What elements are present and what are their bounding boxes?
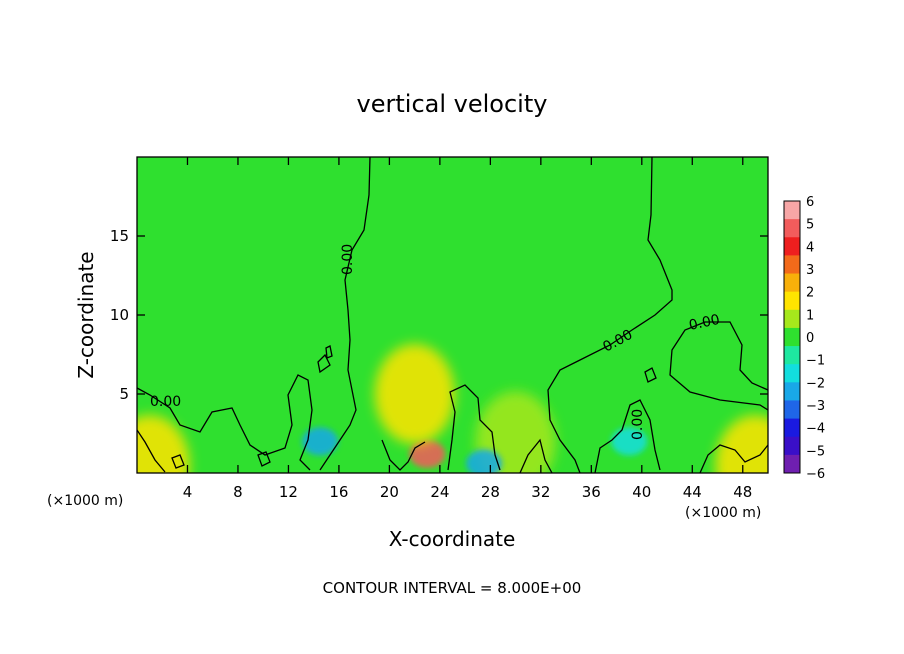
colorbar-tick-label: 0 [806, 331, 814, 346]
colorbar-segment [784, 382, 800, 401]
contour-label: 0.00 [150, 394, 181, 410]
contour-lines [137, 157, 768, 473]
colorbar-tick-label: 1 [806, 308, 814, 323]
colorbar-segment [784, 364, 800, 383]
x-tick-label: 8 [233, 483, 243, 501]
colorbar-segment [784, 201, 800, 220]
colorbar-segment [784, 436, 800, 456]
y-axis-ticks: 5 10 15 [110, 227, 768, 403]
colorbar-tick-label: 6 [806, 195, 814, 210]
colorbar-tick-label: −6 [806, 467, 825, 482]
y-tick-label: 15 [110, 227, 129, 245]
contour-line [547, 157, 673, 473]
colorbar: 6 5 4 3 2 1 0 −1 −2 −3 −4 −5 −6 [783, 195, 825, 482]
updraft-region [715, 415, 768, 473]
colorbar-segment [784, 418, 800, 438]
colorbar-segment [784, 273, 800, 293]
colorbar-tick-label: −1 [806, 354, 825, 369]
contour-line [319, 157, 371, 471]
colorbar-segment [784, 327, 800, 347]
velocity-field [137, 344, 768, 473]
contour-line [669, 321, 768, 411]
x-tick-label: 48 [733, 483, 752, 501]
updraft-region [374, 344, 455, 444]
z-unit-label: (×1000 m) [47, 493, 123, 509]
colorbar-tick-label: −4 [806, 422, 825, 437]
plot-background [137, 157, 768, 473]
x-tick-label: 44 [683, 483, 702, 501]
x-tick-label: 20 [380, 483, 399, 501]
contour-line [519, 438, 553, 473]
x-tick-label: 16 [329, 483, 348, 501]
x-tick-label: 36 [582, 483, 601, 501]
contour-line [381, 439, 426, 471]
downdraft-region [466, 449, 503, 473]
colorbar-segment [784, 219, 800, 238]
contour-line [317, 353, 331, 374]
x-axis-label: X-coordinate [389, 527, 516, 551]
x-unit-label: (×1000 m) [685, 505, 761, 521]
colorbar-tick-label: 3 [806, 263, 814, 278]
y-tick-label: 10 [110, 306, 129, 324]
x-tick-label: 4 [183, 483, 193, 501]
downdraft-region [301, 427, 338, 456]
colorbar-tick-label: −5 [806, 444, 825, 459]
contour-line [644, 367, 657, 383]
plot-area: 0.000.000.000.000.00 4 8 12 16 20 24 28 32 36 40 4… [110, 156, 769, 501]
colorbar-segment [784, 346, 800, 365]
contour-line [137, 429, 166, 473]
chart-title: vertical velocity [357, 90, 548, 118]
colorbar-tick-label: 5 [806, 218, 814, 233]
contour-line [325, 345, 333, 359]
colorbar-tick-label: 4 [806, 240, 814, 255]
contour-label: 0.00 [630, 409, 646, 440]
contour-line [171, 454, 185, 469]
colorbar-frame [783, 200, 801, 474]
contour-line [699, 444, 768, 473]
contour-line [447, 384, 501, 471]
contour-line [594, 399, 661, 473]
x-tick-label: 24 [430, 483, 449, 501]
colorbar-tick-label: −2 [806, 376, 825, 391]
colorbar-tick-label: −3 [806, 399, 825, 414]
colorbar-segment [784, 400, 800, 420]
contour-line [137, 374, 313, 471]
colorbar-tick-label: 2 [806, 286, 814, 301]
colorbar-segment [784, 255, 800, 275]
y-tick-label: 5 [119, 385, 129, 403]
colorbar-segment [784, 237, 800, 256]
colorbar-segment [784, 309, 800, 329]
x-tick-label: 40 [632, 483, 651, 501]
contour-interval-note: CONTOUR INTERVAL = 8.000E+00 [323, 579, 582, 597]
updraft-region [137, 415, 190, 473]
updraft-region [409, 440, 446, 469]
contour-line [257, 451, 271, 467]
updraft-region [475, 391, 556, 473]
x-tick-label: 12 [279, 483, 298, 501]
downdraft-region [611, 427, 648, 456]
contour-label: 0.00 [340, 244, 356, 275]
colorbar-segment [784, 454, 800, 474]
contour-label: 0.00 [688, 312, 722, 334]
x-tick-label: 32 [531, 483, 550, 501]
y-axis-label: Z-coordinate [74, 251, 98, 378]
x-axis-ticks: 4 8 12 16 20 24 28 32 36 40 44 48 [183, 157, 752, 501]
colorbar-segment [784, 291, 800, 311]
x-tick-label: 28 [481, 483, 500, 501]
